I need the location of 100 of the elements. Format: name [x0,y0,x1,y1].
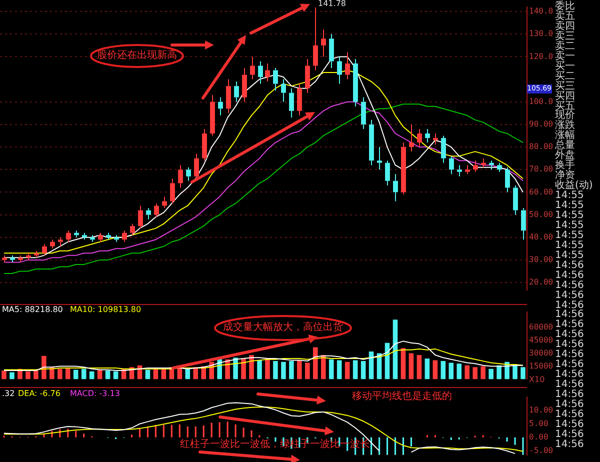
annotation: 移动平均线也是走低的 [352,391,452,402]
bar [432,360,438,380]
bar [65,368,70,380]
text: 卖四 [555,20,575,32]
candlestick [409,124,414,152]
bar [464,365,470,380]
bar [512,364,518,380]
bar [10,372,14,380]
text: 14:56 [555,349,584,360]
bar [472,367,478,380]
bar [456,364,462,380]
text: 收益(动) [555,180,593,192]
text: 14:56 [555,389,584,400]
candlestick [226,78,231,114]
bar [57,368,62,380]
candlestick [66,230,71,242]
y-tick-label: 30.00 [529,255,554,264]
y-tick-label: 15000 [529,361,554,370]
text: 14:56 [555,260,584,271]
y-tick-label: 45000 [529,335,554,344]
text: 14:56 [555,339,584,350]
text: 买四 [555,90,575,102]
candlestick [329,34,334,68]
text: 委比 [555,1,575,12]
bar [408,353,414,380]
text: 买三 [555,80,575,92]
y-tick-label: 90.00 [529,120,554,129]
candlestick [521,208,526,240]
y-tick-label: 50.00 [529,210,554,219]
y-tick-label: 5.00 [529,418,548,428]
candlestick [353,58,358,107]
y-tick-label: 70.00 [529,164,554,174]
candlestick [98,232,103,242]
bar [448,362,454,380]
bar [336,360,342,380]
annotation: .32 [2,389,15,398]
bar [257,360,262,380]
bar [26,371,30,380]
text: 卖五 [555,10,575,22]
bar [73,370,78,380]
bar [328,359,334,380]
text: 14:55 [555,230,584,241]
candlestick [369,119,374,166]
bar [392,320,398,380]
candlestick [505,166,510,193]
candlestick [265,62,270,82]
candlestick [170,178,175,204]
candlestick [297,83,302,116]
bar [352,360,358,380]
y-tick-label: 80.00 [529,142,554,152]
bar [81,368,86,380]
candlestick [250,56,255,80]
candlestick [273,67,278,92]
text: 14:55 [555,200,584,211]
candlestick [178,164,183,188]
y-tick-label: 30000 [529,348,554,358]
text: X10 [529,375,545,384]
y-tick-label: 40.00 [529,232,554,242]
text: 14:56 [555,399,584,410]
bar [193,367,198,380]
candlestick [465,164,470,175]
text: 14:56 [555,280,584,291]
bar [113,371,118,380]
candlestick [42,244,47,256]
y-tick-label: 60000 [529,322,554,332]
bar [2,370,6,380]
candlestick [513,184,518,216]
annotation: MA5: 88218.80 [2,305,63,314]
candlestick [122,230,127,242]
text: 14:56 [555,290,584,301]
candlestick [186,166,191,182]
candlestick [401,142,406,195]
text: 14:55 [555,240,584,251]
text: 14:55 [555,250,584,261]
bar [145,370,150,380]
bar [313,347,318,380]
y-tick-label: -5.00 [529,446,554,455]
text: 14:56 [555,369,584,380]
bar [424,358,430,380]
text: 14:56 [555,359,584,370]
text: 14:55 [555,220,584,231]
y-tick-label: 100.0 [529,96,554,106]
y-tick-label: 0.00 [529,432,548,442]
candlestick [417,128,422,148]
bar [89,371,94,380]
bar [281,362,286,380]
text: 卖一 [555,50,575,62]
candlestick [242,67,247,102]
candlestick [497,162,502,172]
annotation: 141.78 [318,0,346,8]
bar [320,355,326,380]
text: 14:55 [555,190,584,202]
candlestick [50,239,55,250]
bar [225,359,230,380]
text: 买二 [555,70,575,82]
text: 14:55 [555,210,584,221]
bar [344,362,350,380]
y-tick-label: 120.0 [529,52,554,61]
y-tick-label: 20.00 [529,278,554,287]
text: 14:56 [555,438,584,450]
